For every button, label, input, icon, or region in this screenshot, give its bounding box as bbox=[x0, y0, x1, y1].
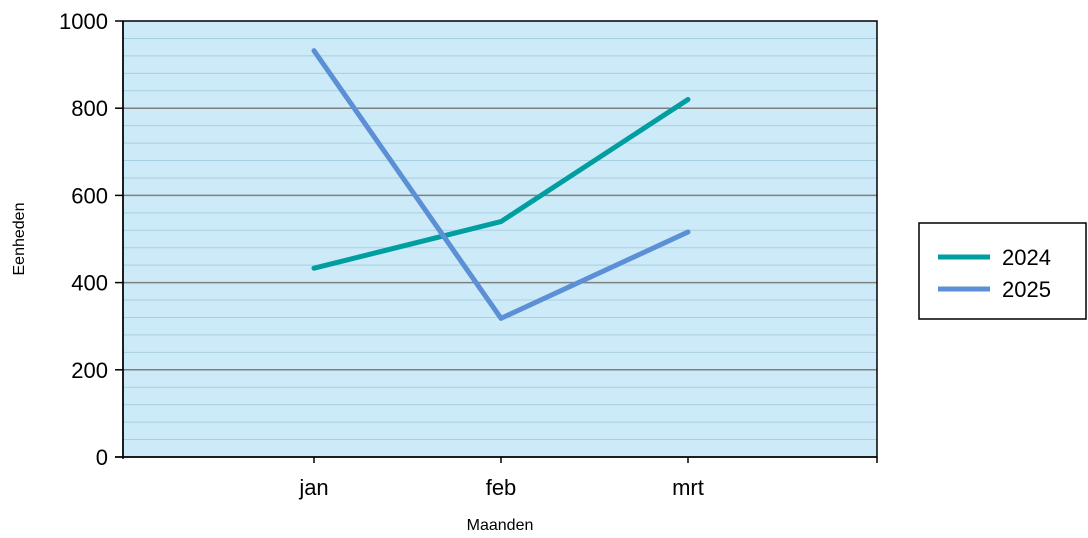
major-gridlines bbox=[123, 107, 877, 371]
plot-area bbox=[123, 21, 877, 457]
y-tick-label: 200 bbox=[71, 358, 108, 383]
y-axis-tick-labels: 0 200 400 600 800 1000 bbox=[59, 9, 108, 470]
x-tick-label: mrt bbox=[672, 475, 704, 500]
x-axis-title: Maanden bbox=[467, 517, 534, 534]
legend: 2024 2025 bbox=[918, 222, 1087, 320]
y-tick-label: 1000 bbox=[59, 9, 108, 34]
series-line-2024 bbox=[311, 96, 691, 271]
x-axis-tick-labels: jan feb mrt bbox=[298, 475, 704, 500]
x-tick-label: jan bbox=[298, 475, 328, 500]
series-line-2025 bbox=[311, 48, 691, 321]
minor-gridlines bbox=[123, 37, 877, 441]
legend-box bbox=[918, 222, 1087, 320]
legend-label-2025: 2025 bbox=[1002, 277, 1051, 302]
y-tick-label: 400 bbox=[71, 271, 108, 296]
y-tick-label: 800 bbox=[71, 96, 108, 121]
y-axis-title: Eenheden bbox=[11, 203, 28, 276]
axes bbox=[115, 20, 878, 463]
legend-label-2024: 2024 bbox=[1002, 245, 1051, 270]
y-tick-label: 600 bbox=[71, 183, 108, 208]
series-lines bbox=[311, 48, 691, 321]
y-tick-label: 0 bbox=[96, 445, 108, 470]
x-tick-label: feb bbox=[486, 475, 517, 500]
